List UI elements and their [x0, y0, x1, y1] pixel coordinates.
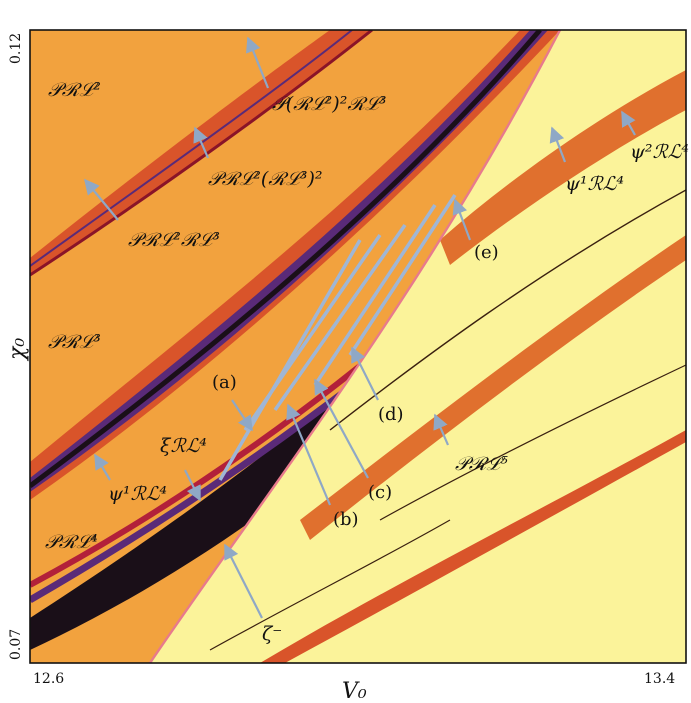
thin-line-1 — [329, 189, 686, 431]
zeta-minus-curve — [149, 30, 562, 663]
crimson-line-top — [30, 30, 373, 277]
label-P-RL5: 𝒫ℛℒ⁵ — [455, 453, 508, 475]
label-P-RL2RL3: 𝒫ℛℒ²ℛℒ³ — [128, 229, 220, 251]
stripe-lower — [260, 430, 686, 663]
scan-label-b: (b) — [333, 509, 359, 530]
arrow-zeta — [224, 543, 263, 619]
thin-line-2 — [379, 364, 686, 521]
arrow-P-RL2RL3 — [84, 178, 119, 221]
arrow-psi1-left — [94, 453, 111, 481]
arrow-xi — [184, 469, 201, 502]
y-axis-label: χ₀ — [5, 338, 30, 362]
scan-line-c — [273, 223, 407, 412]
label-psi1-left: ψ¹ℛℒ⁴ — [108, 483, 167, 505]
scan-line-e — [348, 194, 457, 356]
scan-line-b — [243, 234, 382, 431]
plot-frame — [29, 29, 687, 664]
scan-label-e: (e) — [474, 242, 499, 263]
scan-label-d: (d) — [378, 404, 404, 425]
label-zeta: ζ⁻ — [262, 623, 282, 645]
arrow-d — [351, 346, 379, 401]
label-P-RL3: 𝒫ℛℒ³ — [48, 331, 101, 353]
label-psi1-right: ψ¹ℛℒ⁴ — [565, 173, 624, 195]
black-band-middle — [30, 30, 542, 489]
arrow-psi2 — [621, 110, 636, 136]
label-psi2: ψ²ℛℒ⁴ — [630, 141, 689, 163]
arrow-e — [452, 198, 472, 241]
thin-line-3 — [209, 519, 451, 651]
x-tick-max: 13.4 — [644, 671, 675, 687]
label-P-RL4: 𝒫ℛℒ⁴ — [45, 531, 98, 553]
lower-bundle — [30, 200, 560, 650]
arrow-P-RL5 — [433, 413, 450, 446]
label-P-RL2: 𝒫ℛℒ² — [48, 79, 101, 101]
arrow-psi1-right — [549, 126, 567, 163]
y-tick-min: 0.07 — [8, 629, 24, 660]
red-band-top — [30, 30, 372, 275]
scan-line-d — [313, 204, 437, 386]
plot-area — [30, 30, 686, 663]
scan-label-a: (a) — [212, 372, 237, 393]
arrow-P-RL2-2RL3 — [245, 36, 270, 89]
label-xi: ξℛℒ⁴ — [160, 435, 207, 457]
label-P-RL2-2RL3: 𝒫(ℛℒ²)²ℛℒ³ — [272, 93, 387, 115]
x-tick-min: 12.6 — [33, 671, 64, 687]
arrow-c — [314, 378, 369, 479]
scan-label-c: (c) — [368, 482, 392, 503]
arrow-a — [231, 399, 253, 432]
purple-band-middle — [30, 30, 548, 492]
stripe-P-RL5 — [300, 235, 686, 540]
scan-line-a — [218, 239, 362, 481]
y-tick-max: 0.12 — [8, 33, 24, 64]
purple-line-top — [30, 30, 353, 267]
arrow-P-RL2RL3-2 — [193, 126, 210, 159]
x-axis-label: V₀ — [342, 679, 367, 703]
label-P-RL2RL3-2: 𝒫ℛℒ²(ℛℒ³)² — [208, 168, 323, 190]
arrow-b — [286, 403, 332, 506]
